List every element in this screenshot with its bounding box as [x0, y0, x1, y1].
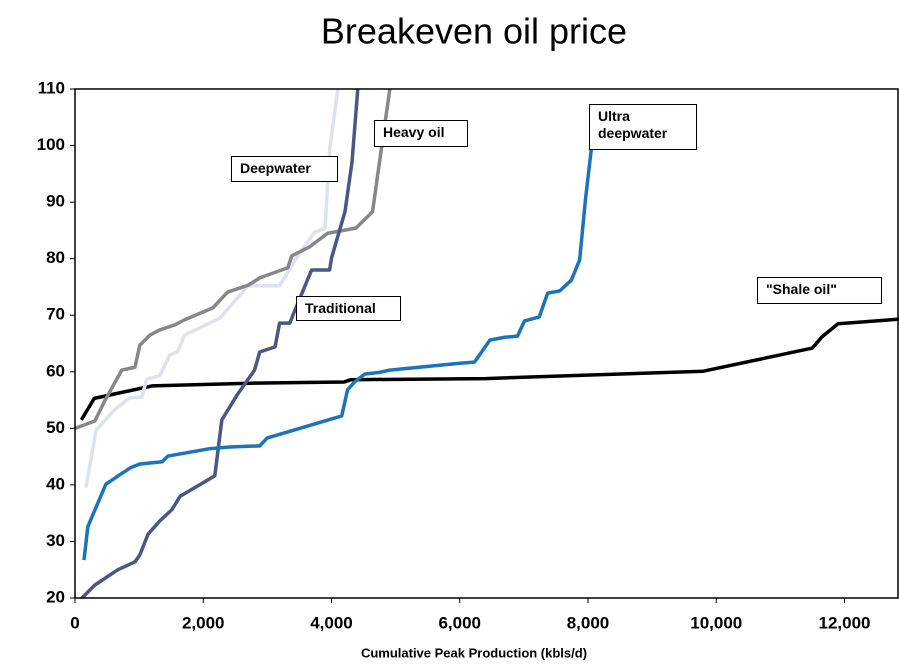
x-tick-label: 12,000 — [818, 613, 870, 632]
y-tick-label: 90 — [46, 192, 65, 211]
y-tick-label: 70 — [46, 305, 65, 324]
y-tick-label: 110 — [38, 78, 65, 97]
x-tick-label: 10,000 — [690, 613, 742, 632]
chart-title: Breakeven oil price — [321, 11, 627, 52]
series-line — [80, 89, 360, 598]
x-tick-label: 0 — [70, 613, 79, 632]
x-tick-label: 6,000 — [438, 613, 481, 632]
series-line — [82, 139, 597, 561]
x-tick-label: 8,000 — [567, 613, 610, 632]
x-axis-title: Cumulative Peak Production (kbls/d) — [361, 645, 587, 660]
series-line — [84, 89, 340, 489]
y-tick-label: 100 — [37, 135, 65, 154]
y-tick-label: 80 — [46, 248, 65, 267]
series-label: "Shale oil" — [757, 277, 882, 304]
x-tick-label: 2,000 — [182, 613, 225, 632]
y-tick-label: 20 — [46, 587, 65, 606]
series-label: Deepwater — [231, 156, 338, 182]
plot-frame — [74, 88, 899, 599]
series-label: Heavy oil — [374, 120, 468, 147]
series-label: Traditional — [296, 296, 401, 321]
series-line — [75, 89, 392, 430]
x-tick-label: 4,000 — [310, 613, 353, 632]
y-tick-label: 50 — [46, 418, 65, 437]
y-tick-label: 30 — [46, 531, 65, 550]
series-line — [79, 317, 899, 421]
series-label: Ultra deepwater — [589, 104, 697, 150]
y-tick-label: 40 — [46, 474, 65, 493]
y-tick-label: 60 — [46, 361, 65, 380]
